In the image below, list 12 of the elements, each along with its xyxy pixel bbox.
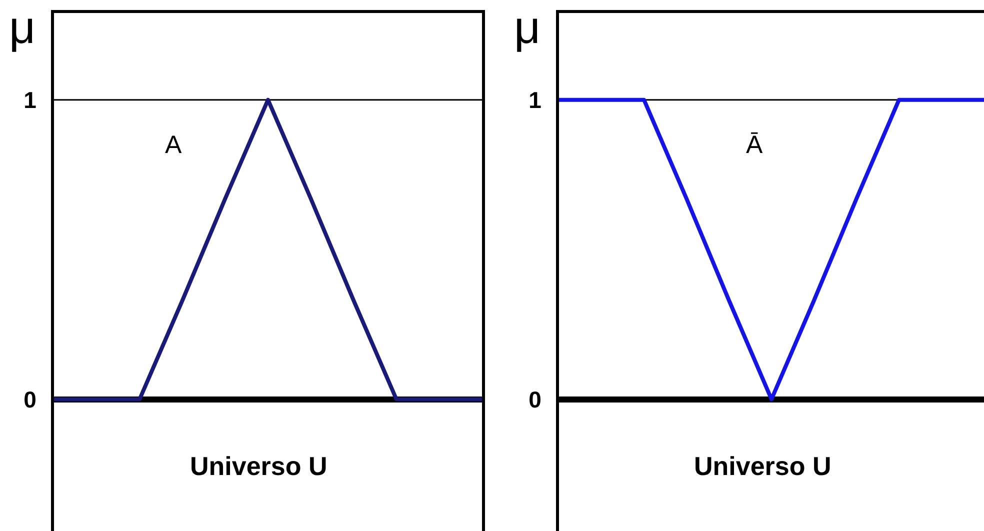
text: A — [165, 131, 182, 159]
y-tick-label: 1 — [528, 86, 542, 113]
line-series — [54, 98, 482, 402]
line-series — [559, 98, 984, 402]
y-tick-label: 0 — [24, 386, 36, 412]
text: Ā — [746, 131, 763, 159]
y-axis-title: μ — [9, 1, 36, 53]
y-axis-title: μ — [514, 1, 541, 53]
x-axis-title: Universo U — [190, 451, 328, 481]
y-tick-label: 1 — [24, 86, 37, 113]
y-tick-label: 0 — [528, 386, 542, 412]
x-axis-title: Universo U — [694, 451, 832, 481]
